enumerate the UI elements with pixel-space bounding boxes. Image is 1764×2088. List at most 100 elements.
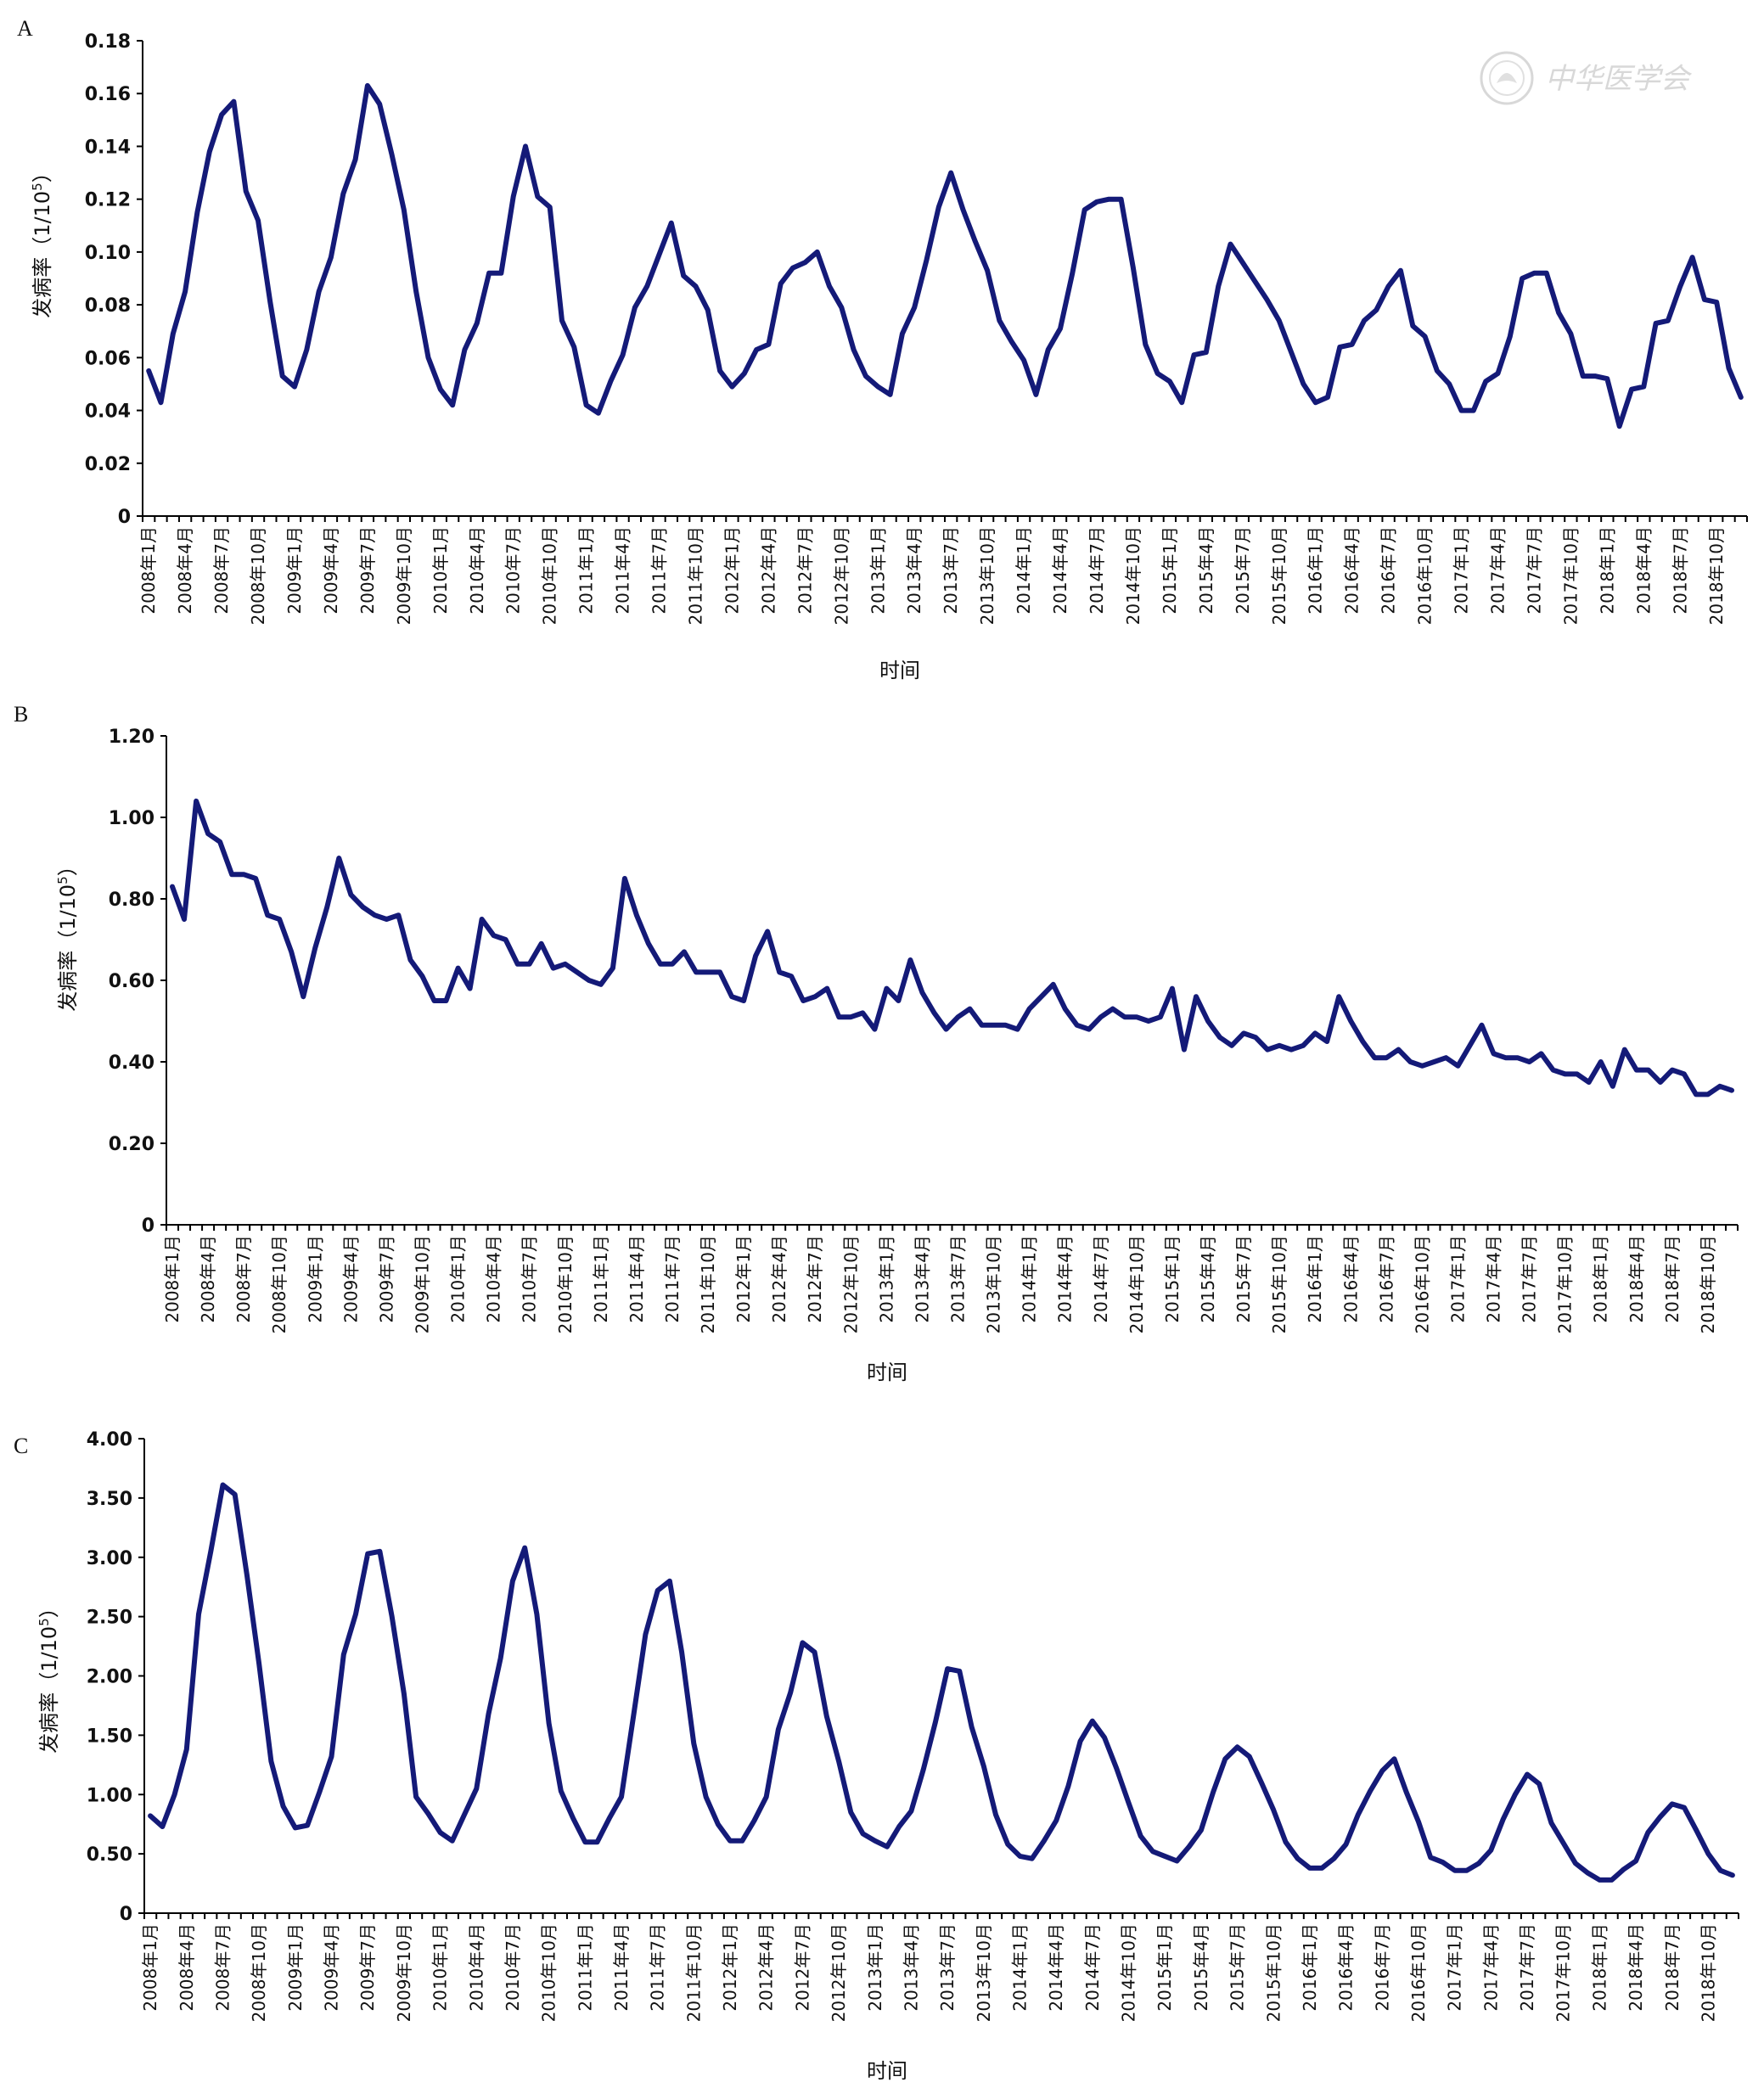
x-tick-label: 2009年1月	[284, 526, 305, 615]
data-point	[1229, 1043, 1234, 1048]
data-point	[1228, 242, 1233, 247]
data-point	[170, 884, 175, 890]
data-point	[1621, 1866, 1626, 1872]
panel-b-letter: B	[14, 702, 28, 727]
data-point	[184, 1747, 189, 1752]
data-point	[486, 1711, 491, 1716]
x-tick-label: 2017年1月	[1445, 1923, 1465, 2012]
data-point	[1503, 1055, 1508, 1060]
data-point	[570, 1816, 576, 1821]
data-point	[468, 986, 473, 991]
data-point	[256, 1662, 261, 1666]
x-tick-label: 2016年10月	[1415, 526, 1435, 625]
data-point	[827, 283, 832, 289]
data-point	[1235, 1744, 1240, 1749]
data-point	[777, 969, 782, 974]
data-point	[1284, 1839, 1288, 1844]
data-point	[1021, 357, 1026, 362]
x-tick-label: 2017年4月	[1487, 526, 1508, 615]
x-tick-label: 2017年10月	[1560, 526, 1581, 625]
x-tick-label: 2018年1月	[1591, 1235, 1611, 1323]
data-point	[1042, 1838, 1047, 1844]
x-tick-label: 2014年1月	[1009, 1923, 1030, 2012]
x-tick-label: 2014年10月	[1126, 1235, 1147, 1333]
data-point	[961, 207, 965, 212]
data-point	[1087, 1027, 1092, 1032]
data-point	[1468, 1043, 1472, 1048]
panel-a-x-axis-title: 时间	[879, 659, 920, 682]
x-tick-label: 2009年1月	[285, 1923, 306, 2012]
x-tick-label: 2014年7月	[1091, 1235, 1111, 1323]
data-point	[764, 1794, 769, 1799]
data-point	[836, 1014, 841, 1019]
data-point	[1416, 1819, 1421, 1824]
data-point	[450, 402, 455, 407]
x-tick-label: 2008年7月	[233, 1235, 254, 1323]
x-tick-label: 2012年1月	[733, 1235, 754, 1323]
data-point	[256, 218, 261, 223]
data-point	[233, 1492, 238, 1497]
x-tick-label: 2014年10月	[1123, 526, 1143, 625]
data-point	[317, 1790, 322, 1794]
data-point	[1090, 1719, 1095, 1724]
data-point	[348, 892, 353, 897]
x-tick-label: 2013年1月	[876, 1235, 896, 1323]
panel-c-y-axis-title: 发病率（1/105）	[37, 1597, 61, 1753]
data-point	[575, 969, 580, 974]
y-tick-label: 0.50	[87, 1844, 132, 1866]
data-point	[171, 331, 176, 336]
data-point	[413, 1794, 419, 1799]
data-point	[208, 1549, 213, 1554]
data-point	[739, 1838, 744, 1844]
data-point	[353, 157, 358, 162]
data-point	[390, 1614, 395, 1619]
data-point	[148, 1813, 153, 1818]
data-point	[598, 982, 604, 987]
x-tick-label: 2009年1月	[305, 1235, 325, 1323]
x-tick-label: 2012年10月	[831, 526, 851, 625]
data-point	[912, 305, 917, 310]
data-point	[304, 347, 309, 352]
data-point	[1194, 994, 1199, 999]
panel-b: B 发病率（1/105） 0 0.20 0.40 0.60 0.80 1.00 1.20 2…	[14, 702, 1739, 1384]
x-tick-label: 2009年7月	[376, 1235, 396, 1323]
panel-c: C 发病率（1/105） 0 0.50 1.00 1.50 2.00 2.50 3.00 3.…	[14, 1429, 1739, 2083]
data-point	[1423, 334, 1428, 339]
data-point	[194, 210, 199, 215]
data-point	[1222, 1756, 1227, 1761]
panel-b-plot-area	[166, 736, 1738, 1226]
x-tick-label: 2008年10月	[248, 526, 268, 625]
data-point	[1431, 1059, 1436, 1064]
data-point	[1456, 1064, 1460, 1069]
data-point	[265, 912, 270, 918]
y-tick-label: 0.04	[85, 401, 131, 423]
y-tick-label: 0.06	[85, 348, 131, 369]
data-point	[1289, 1047, 1294, 1052]
data-point	[1065, 1784, 1070, 1788]
y-tick-label: 0.40	[109, 1052, 154, 1074]
x-tick-label: 2015年7月	[1233, 526, 1253, 615]
data-point	[1217, 1035, 1222, 1040]
data-point	[217, 839, 222, 845]
x-tick-label: 2010年10月	[539, 1923, 559, 2022]
x-tick-label: 2015年1月	[1162, 1235, 1183, 1323]
data-point	[644, 283, 649, 289]
data-point	[1702, 297, 1707, 302]
data-point	[196, 1612, 201, 1617]
data-point	[607, 1816, 612, 1821]
y-tick-label: 0.10	[85, 243, 131, 264]
data-point	[571, 345, 576, 350]
data-point	[1143, 342, 1148, 347]
data-point	[241, 872, 246, 877]
data-point	[1070, 271, 1075, 276]
data-point	[1337, 345, 1342, 350]
data-point	[1158, 1014, 1163, 1019]
data-point	[716, 1821, 721, 1827]
x-tick-label: 2011年1月	[575, 1923, 595, 2012]
data-point	[957, 1669, 962, 1674]
data-point	[1690, 255, 1695, 260]
panel-a-y-tick-labels: 0 0.02 0.04 0.06 0.08 0.10 0.12 0.14 0.16 0.18	[85, 31, 143, 528]
x-tick-label: 2009年4月	[340, 1235, 361, 1323]
data-point	[924, 257, 929, 262]
data-point	[956, 1014, 960, 1019]
